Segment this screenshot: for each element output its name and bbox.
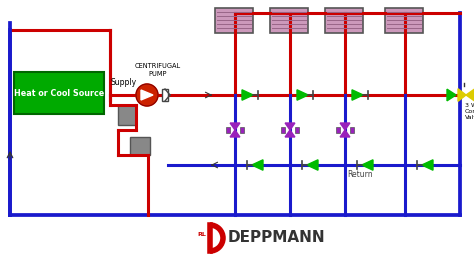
- Polygon shape: [352, 90, 363, 100]
- Polygon shape: [466, 89, 474, 101]
- Polygon shape: [285, 130, 295, 137]
- Text: Supply: Supply: [111, 78, 137, 87]
- Text: 3 Way
Control
Valve: 3 Way Control Valve: [465, 103, 474, 120]
- Bar: [270, 8, 308, 33]
- Polygon shape: [252, 160, 263, 170]
- Polygon shape: [230, 130, 240, 137]
- Bar: [215, 8, 253, 33]
- Text: CENTRIFUGAL
PUMP: CENTRIFUGAL PUMP: [135, 63, 181, 77]
- Bar: [130, 137, 150, 155]
- Polygon shape: [297, 90, 308, 100]
- Polygon shape: [422, 160, 433, 170]
- Text: DEPPMANN: DEPPMANN: [228, 230, 326, 246]
- Circle shape: [136, 84, 158, 106]
- Bar: [385, 8, 423, 33]
- Text: Return: Return: [347, 170, 373, 179]
- FancyBboxPatch shape: [14, 72, 104, 114]
- Bar: [162, 89, 168, 101]
- Bar: [281, 127, 285, 133]
- Polygon shape: [340, 123, 350, 130]
- Polygon shape: [141, 90, 153, 100]
- Polygon shape: [362, 160, 373, 170]
- Polygon shape: [447, 89, 456, 101]
- Polygon shape: [307, 160, 318, 170]
- Bar: [226, 127, 230, 133]
- Text: RL: RL: [198, 231, 207, 237]
- Polygon shape: [230, 123, 240, 130]
- Polygon shape: [340, 130, 350, 137]
- Polygon shape: [242, 90, 253, 100]
- Polygon shape: [458, 89, 466, 101]
- Bar: [336, 127, 340, 133]
- Text: Heat or Cool Source: Heat or Cool Source: [14, 89, 104, 98]
- Bar: [350, 127, 354, 133]
- Polygon shape: [285, 123, 295, 130]
- Bar: [295, 127, 299, 133]
- Bar: [325, 8, 363, 33]
- Bar: [118, 105, 136, 125]
- Bar: [240, 127, 244, 133]
